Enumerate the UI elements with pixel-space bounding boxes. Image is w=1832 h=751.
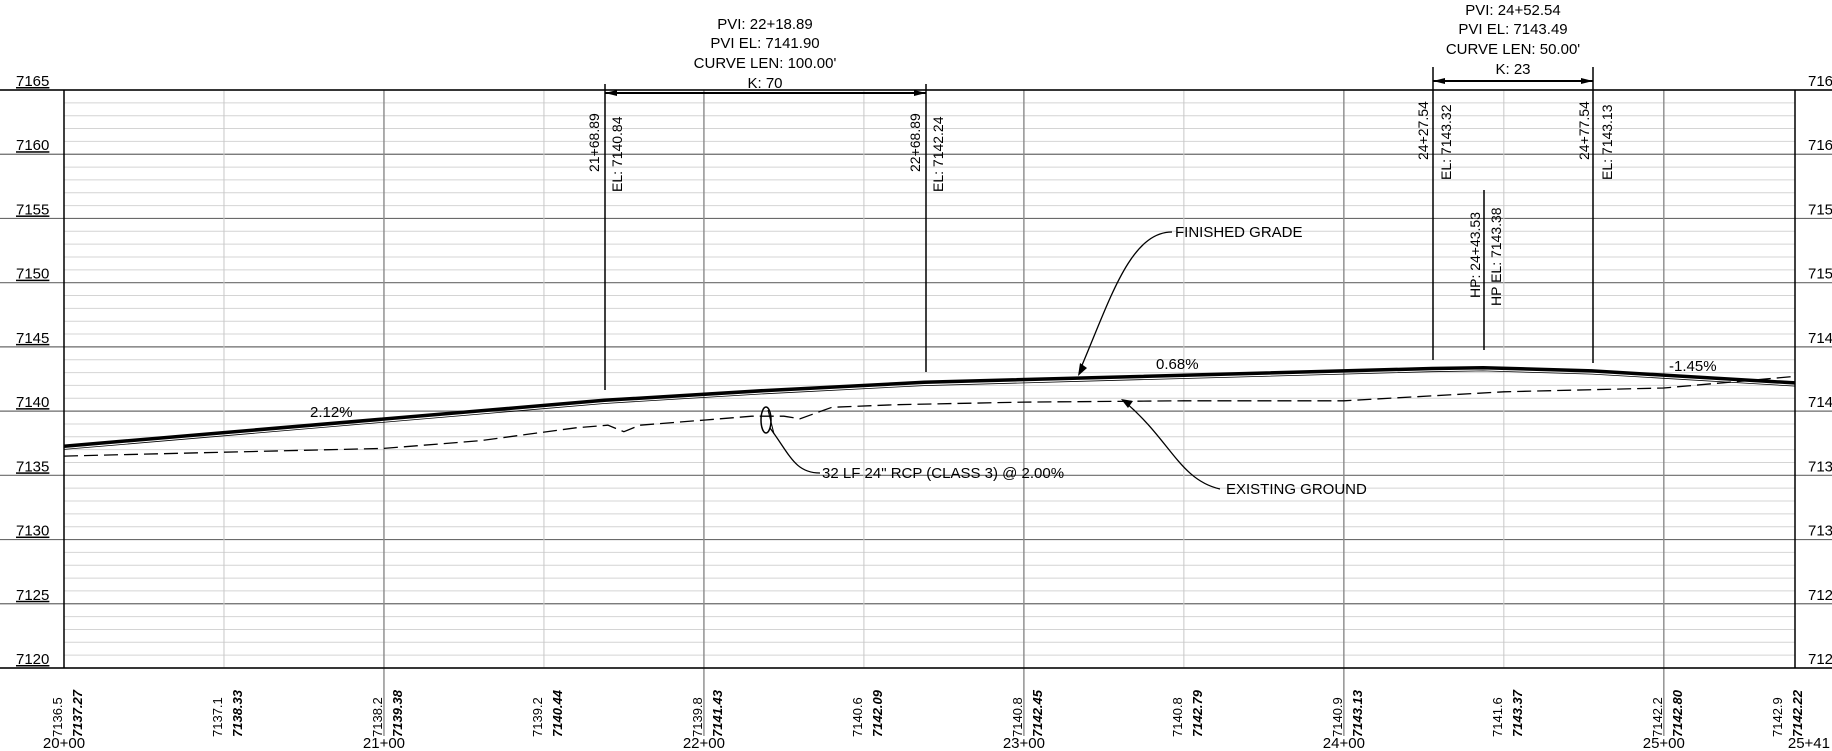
finished-grade-line — [63, 365, 1796, 448]
elevation-label-right: 715 — [1808, 201, 1832, 218]
existing-ground-elevation: 7142.2 — [1650, 697, 1665, 737]
curve2-evc-elevation: EL: 7143.13 — [1599, 104, 1615, 180]
curve1-k: K: 70 — [747, 75, 782, 92]
existing-ground-line — [63, 375, 1796, 457]
existing-ground-elevation: 7141.6 — [1490, 697, 1505, 737]
existing-ground-elevation: 7136.5 — [50, 697, 65, 737]
curve2-bvc-elevation: EL: 7143.32 — [1438, 104, 1454, 180]
existing-ground-elevation: 7142.9 — [1770, 697, 1785, 737]
elevation-label-right: 714 — [1808, 330, 1832, 347]
station-label: 24+00 — [1323, 735, 1365, 751]
elevation-label: 7135 — [16, 458, 49, 475]
vertical-curve-1: PVI: 22+18.89 PVI EL: 7141.90 CURVE LEN:… — [586, 16, 946, 390]
finished-grade-label: FINISHED GRADE — [1175, 224, 1303, 241]
curve1-evc-elevation: EL: 7142.24 — [930, 116, 946, 192]
elevation-label-right: 713 — [1808, 458, 1832, 475]
station-label: 22+00 — [683, 735, 725, 751]
vertical-curve-2: PVI: 24+52.54 PVI EL: 7143.49 CURVE LEN:… — [1415, 2, 1615, 363]
finished-grade-elevation: 7138.33 — [230, 689, 245, 737]
hp-station: HP: 24+43.53 — [1467, 212, 1483, 298]
curve2-k: K: 23 — [1495, 61, 1530, 78]
elevation-label-right: 713 — [1808, 523, 1832, 540]
curve2-evc-station: 24+77.54 — [1576, 101, 1592, 160]
finished-grade-elevation: 7140.44 — [550, 689, 565, 737]
elevation-label-right: 716 — [1808, 73, 1832, 90]
curve2-curve-len: CURVE LEN: 50.00' — [1446, 41, 1580, 58]
elevation-label: 7140 — [16, 394, 49, 411]
elevation-label-right: 716 — [1808, 137, 1832, 154]
elevation-label: 7145 — [16, 330, 49, 347]
existing-ground-elevation: 7140.8 — [1010, 697, 1025, 737]
elevation-label-right: 712 — [1808, 587, 1832, 604]
station-label: 25+41 — [1788, 735, 1830, 751]
finished-grade-elevation: 7143.37 — [1510, 689, 1525, 737]
elevation-label: 7125 — [16, 587, 49, 604]
elevation-label: 7160 — [16, 137, 49, 154]
hp-elevation: HP EL: 7143.38 — [1488, 207, 1504, 306]
curve1-pvi-el: PVI EL: 7141.90 — [710, 35, 819, 52]
existing-ground-elevation: 7139.2 — [530, 697, 545, 737]
station-label: 23+00 — [1003, 735, 1045, 751]
elevation-label: 7130 — [16, 523, 49, 540]
finished-grade-elevation: 7141.43 — [710, 689, 725, 737]
curve1-pvi: PVI: 22+18.89 — [717, 16, 813, 33]
pipe-crossing-symbol — [760, 406, 775, 435]
pipe-callout: 32 LF 24" RCP (CLASS 3) @ 2.00% — [769, 427, 1064, 482]
station-label: 25+00 — [1643, 735, 1685, 751]
station-labels: 20+00 21+00 22+00 23+00 24+00 25+00 25+41 — [43, 735, 1830, 751]
elevation-label: 7120 — [16, 651, 49, 668]
elevation-label: 7165 — [16, 73, 49, 90]
existing-ground-elevation: 7139.8 — [690, 697, 705, 737]
station-data-band: 7136.5 7137.27 7137.1 7138.33 7138.2 7139.38 7… — [50, 689, 1805, 737]
major-horizontal-gridlines — [0, 89, 1832, 669]
right-elevation-labels: 716 716 715 715 714 714 713 713 712 712 — [1808, 73, 1832, 668]
existing-ground-label: EXISTING GROUND — [1226, 481, 1367, 498]
existing-ground-callout: EXISTING GROUND — [1121, 399, 1367, 498]
curve1-curve-len: CURVE LEN: 100.00' — [694, 55, 837, 72]
finished-grade-edge-line — [63, 370, 1796, 450]
curve1-bvc-station: 21+68.89 — [586, 113, 602, 172]
left-elevation-labels: 7165 7160 7155 7150 7145 7140 7135 7130 7125 7120 — [16, 73, 49, 668]
finished-grade-elevation: 7142.79 — [1190, 689, 1205, 737]
finished-grade-elevation: 7139.38 — [390, 689, 405, 737]
station-label: 21+00 — [363, 735, 405, 751]
vertical-gridlines — [223, 90, 1665, 736]
elevation-label: 7155 — [16, 201, 49, 218]
finished-grade-elevation: 7143.13 — [1350, 689, 1365, 737]
finished-grade-elevation: 7142.45 — [1030, 689, 1045, 737]
finished-grade-callout: FINISHED GRADE — [1078, 224, 1303, 376]
curve1-bvc-elevation: EL: 7140.84 — [609, 116, 625, 192]
existing-ground-elevation: 7137.1 — [210, 697, 225, 737]
finished-grade-elevation: 7142.80 — [1670, 689, 1685, 737]
curve2-pvi: PVI: 24+52.54 — [1465, 2, 1561, 19]
station-label: 20+00 — [43, 735, 85, 751]
curve2-pvi-el: PVI EL: 7143.49 — [1458, 21, 1567, 38]
existing-ground-elevation: 7138.2 — [370, 697, 385, 737]
grade-label-2: 0.68% — [1156, 356, 1199, 373]
grade-label-3: -1.45% — [1669, 358, 1717, 375]
curve1-evc-station: 22+68.89 — [907, 113, 923, 172]
grade-label-1: 2.12% — [310, 404, 353, 421]
elevation-label-right: 712 — [1808, 651, 1832, 668]
curve2-bvc-station: 24+27.54 — [1415, 101, 1431, 160]
elevation-label-right: 714 — [1808, 394, 1832, 411]
elevation-label: 7150 — [16, 266, 49, 283]
finished-grade-elevation: 7142.09 — [870, 689, 885, 737]
finished-grade-elevation: 7142.22 — [1790, 689, 1805, 737]
existing-ground-elevation: 7140.6 — [850, 697, 865, 737]
existing-ground-elevation: 7140.8 — [1170, 697, 1185, 737]
existing-ground-elevation: 7140.9 — [1330, 697, 1345, 737]
pipe-label: 32 LF 24" RCP (CLASS 3) @ 2.00% — [822, 465, 1064, 482]
finished-grade-elevation: 7137.27 — [70, 689, 85, 737]
elevation-label-right: 715 — [1808, 266, 1832, 283]
